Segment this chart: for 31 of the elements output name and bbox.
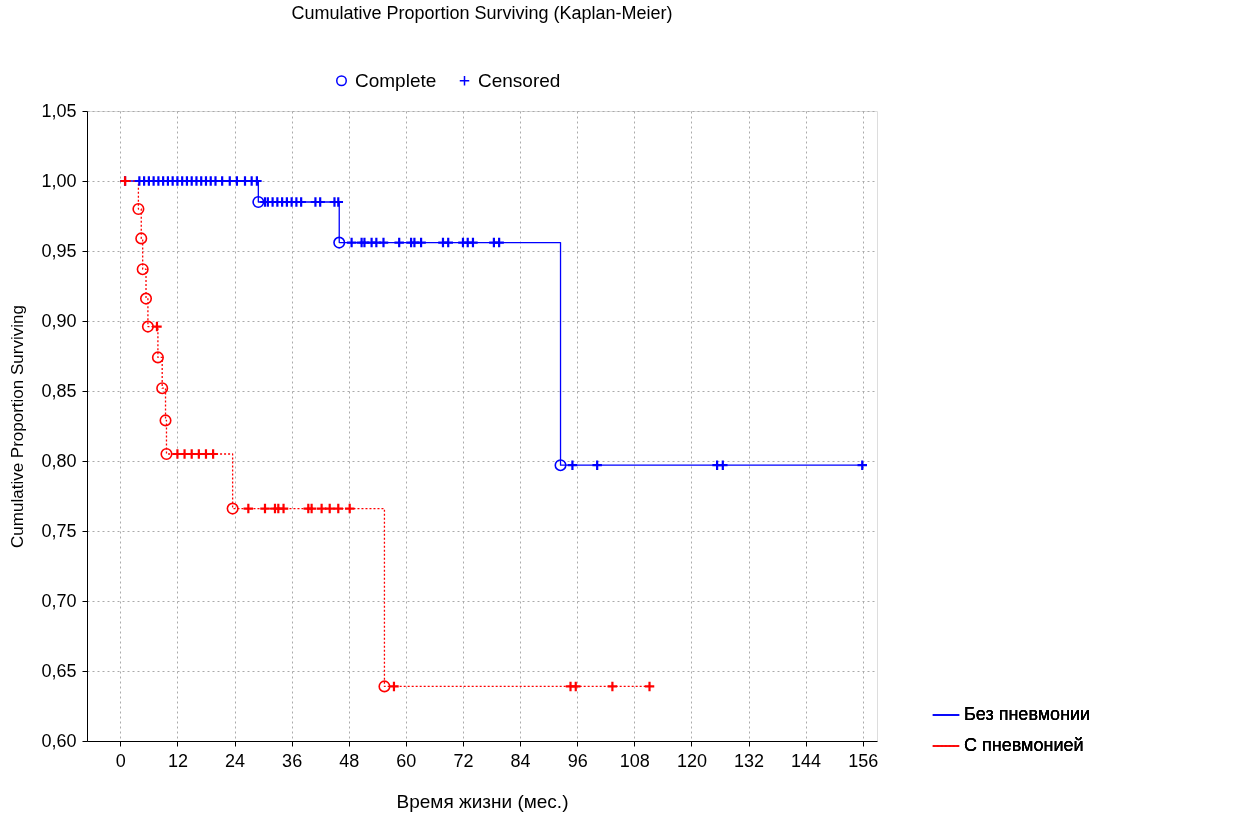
x-tick-label: 36 (282, 750, 303, 771)
legend-label: Без пневмонии (964, 704, 1091, 724)
x-tick-label: 72 (453, 750, 474, 771)
x-tick-label: 0 (115, 750, 126, 771)
x-tick-label: 108 (619, 750, 650, 771)
y-tick-label: 0,90 (41, 310, 77, 331)
y-tick-label: 0,65 (41, 660, 77, 681)
x-tick-label: 132 (733, 750, 765, 771)
y-tick-label: 1,05 (41, 100, 77, 121)
x-tick-label: 84 (510, 750, 531, 771)
x-tick-label: 144 (791, 750, 822, 771)
chart-title: Cumulative Proportion Surviving (Kaplan-Meier) (291, 3, 673, 23)
y-tick-label: 0,80 (41, 450, 77, 471)
x-tick-label: 12 (167, 750, 188, 771)
y-tick-label: 0,75 (41, 520, 77, 541)
y-tick-label: 0,60 (41, 730, 77, 751)
x-tick-label: 120 (676, 750, 707, 771)
x-tick-label: 48 (339, 750, 360, 771)
x-tick-label: 96 (567, 750, 588, 771)
y-tick-label: 0,85 (41, 380, 77, 401)
y-tick-label: 0,70 (41, 590, 77, 611)
x-axis-title: Время жизни (мес.) (396, 790, 569, 812)
x-tick-label: 156 (848, 750, 879, 771)
x-tick-label: 24 (225, 750, 246, 771)
y-tick-label: 1,00 (41, 170, 77, 191)
x-tick-label: 60 (396, 750, 417, 771)
y-axis-title: Cumulative Proportion Surviving (8, 305, 28, 548)
legend-label: Censored (478, 69, 561, 91)
y-tick-label: 0,95 (41, 240, 77, 261)
legend-label: Complete (355, 69, 437, 91)
legend-label: С пневмонией (964, 735, 1084, 755)
